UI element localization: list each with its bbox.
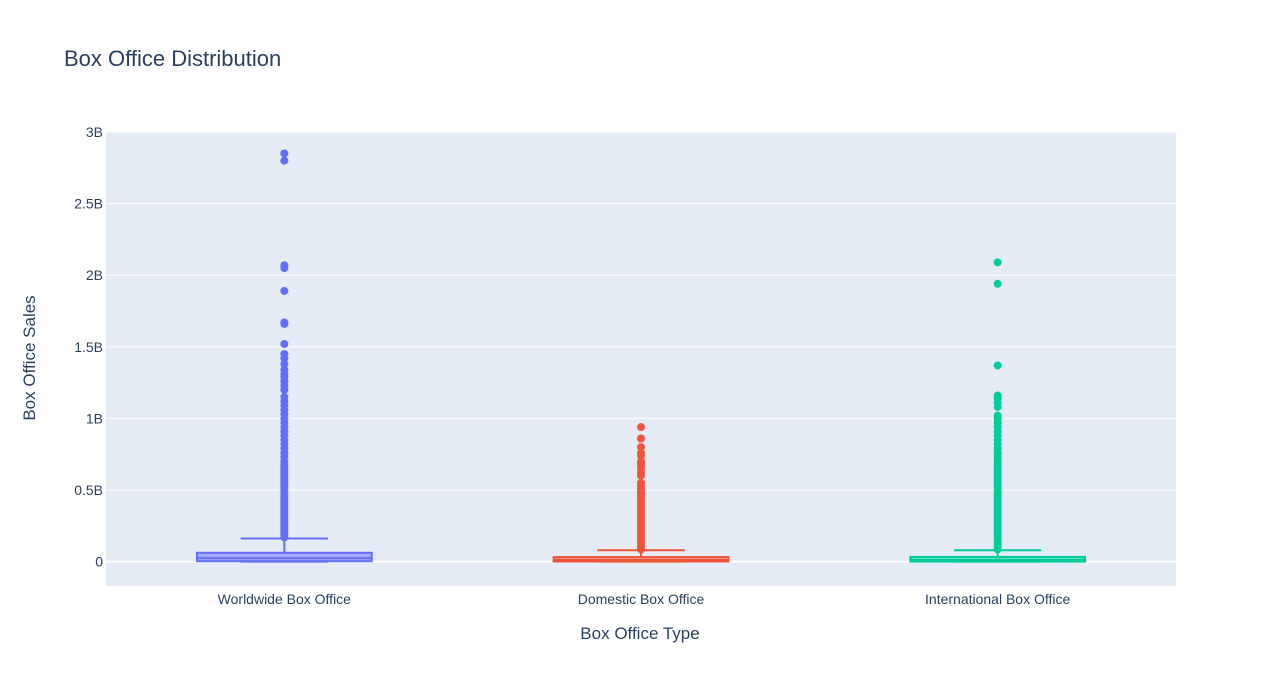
y-axis-ticks: 0 0.5B 1B 1.5B 2B 2.5B 3B [74, 124, 103, 570]
outlier-point [637, 443, 645, 452]
outlier-point [280, 149, 289, 158]
box-group [909, 258, 1087, 563]
outlier-point [280, 286, 289, 295]
x-tick-label: Domestic Box Office [578, 591, 705, 607]
outlier-point [280, 318, 289, 327]
chart-title: Box Office Distribution [64, 46, 281, 71]
outlier-point [993, 279, 1002, 288]
outlier-point [280, 339, 289, 348]
y-tick-label: 2B [86, 267, 103, 283]
outlier-point [280, 392, 289, 401]
y-tick-label: 0.5B [74, 482, 103, 498]
outlier-point [637, 478, 645, 487]
outlier-point [280, 365, 289, 374]
outlier-point [637, 457, 645, 466]
y-tick-label: 1B [86, 410, 103, 426]
outlier-point [993, 258, 1002, 267]
y-axis-title: Box Office Sales [20, 295, 39, 420]
outlier-point [637, 448, 645, 457]
outlier-point [280, 360, 289, 369]
x-tick-label: International Box Office [925, 591, 1070, 607]
outlier-point [280, 156, 289, 165]
y-tick-label: 3B [86, 124, 103, 140]
outlier-point [637, 423, 645, 432]
outlier-point [993, 361, 1002, 370]
box-body [195, 551, 373, 563]
boxes [195, 149, 1087, 563]
outlier-point [280, 349, 289, 358]
box-group [552, 423, 730, 563]
x-axis-title: Box Office Type [580, 624, 699, 643]
y-tick-label: 1.5B [74, 339, 103, 355]
outlier-point [993, 411, 1002, 420]
outlier-point [280, 261, 289, 270]
outlier-point [993, 391, 1002, 400]
x-tick-label: Worldwide Box Office [218, 591, 352, 607]
x-axis-ticks: Worldwide Box Office Domestic Box Office I… [218, 591, 1071, 607]
y-tick-label: 0 [95, 554, 103, 570]
outlier-point [637, 434, 645, 443]
box-group [195, 149, 373, 563]
y-tick-label: 2.5B [74, 196, 103, 212]
